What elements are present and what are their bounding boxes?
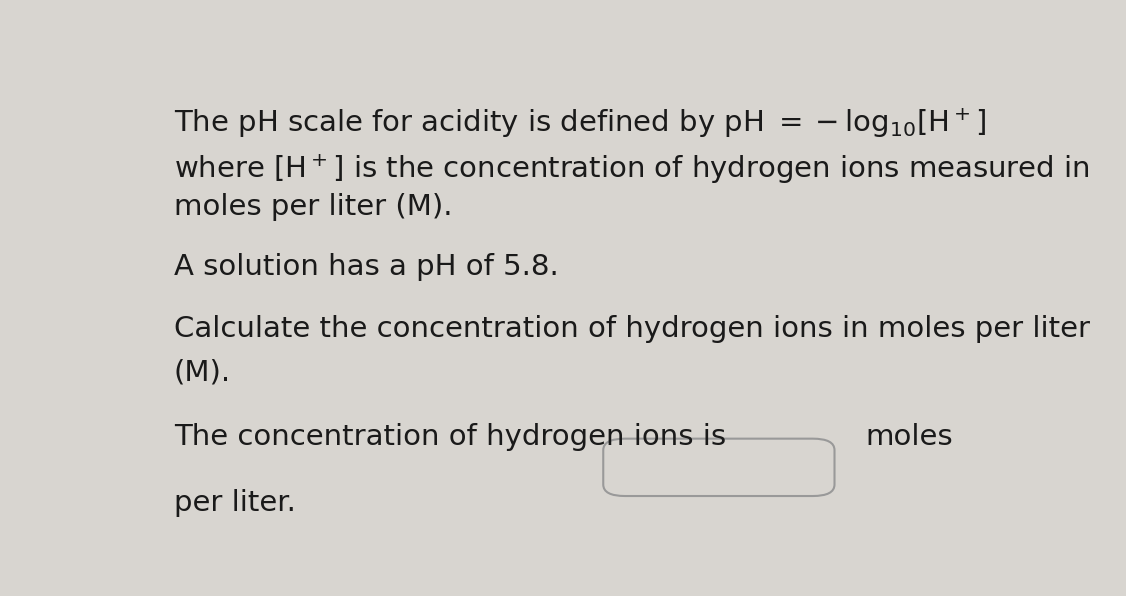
Text: moles per liter (M).: moles per liter (M). — [173, 193, 453, 221]
Text: per liter.: per liter. — [173, 489, 296, 517]
Text: (M).: (M). — [173, 358, 231, 386]
Text: where $\left[\mathrm{H}^+\right]$ is the concentration of hydrogen ions measured: where $\left[\mathrm{H}^+\right]$ is the… — [173, 152, 1090, 185]
Text: Calculate the concentration of hydrogen ions in moles per liter: Calculate the concentration of hydrogen … — [173, 315, 1090, 343]
Text: moles: moles — [865, 423, 953, 451]
FancyBboxPatch shape — [604, 439, 834, 496]
Text: A solution has a pH of 5.8.: A solution has a pH of 5.8. — [173, 253, 558, 281]
Text: The pH scale for acidity is defined by pH $= -\log_{10}\!\left[\mathrm{H}^+\righ: The pH scale for acidity is defined by p… — [173, 106, 986, 139]
Text: The concentration of hydrogen ions is: The concentration of hydrogen ions is — [173, 423, 726, 451]
